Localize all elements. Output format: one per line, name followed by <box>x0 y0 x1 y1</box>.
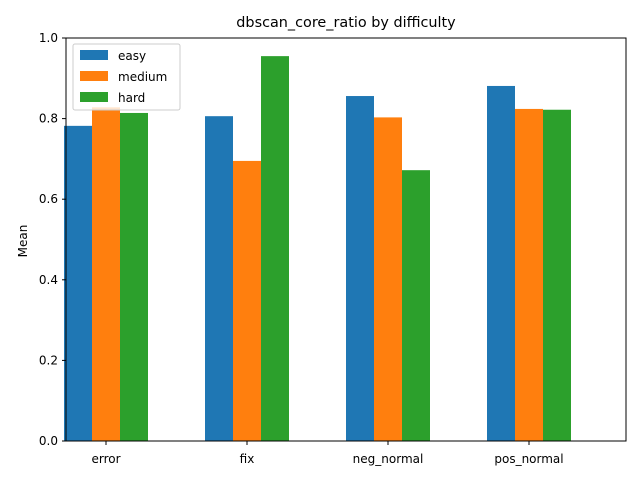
x-tick-label: fix <box>240 452 255 466</box>
bar-hard-pos_normal <box>543 109 571 441</box>
y-tick-label: 0.4 <box>39 273 58 287</box>
bar-hard-fix <box>261 56 289 441</box>
bar-easy-pos_normal <box>487 85 515 441</box>
plot-frame <box>65 37 627 442</box>
y-axis-label: Mean <box>16 225 30 258</box>
y-tick-label: 1.0 <box>39 31 58 45</box>
bars-group <box>64 56 571 442</box>
bar-medium-error <box>92 107 120 441</box>
y-tick-label: 0.2 <box>39 353 58 367</box>
legend-swatch-easy <box>80 50 108 60</box>
x-tick-label: pos_normal <box>494 452 563 466</box>
x-tick-label: error <box>91 452 120 466</box>
bar-medium-pos_normal <box>515 108 543 441</box>
y-tick-label: 0.0 <box>39 434 58 448</box>
legend-swatch-medium <box>80 71 108 81</box>
bar-easy-neg_normal <box>346 96 374 442</box>
bar-hard-neg_normal <box>402 170 430 441</box>
bar-easy-fix <box>205 116 233 441</box>
legend-label-medium: medium <box>118 70 167 84</box>
legend-label-hard: hard <box>118 91 145 105</box>
legend-label-easy: easy <box>118 49 146 63</box>
legend: easy medium hard <box>72 43 181 111</box>
y-tick-label: 0.8 <box>39 112 58 126</box>
x-ticks-group: error fix neg_normal pos_normal <box>91 441 564 466</box>
legend-swatch-hard <box>80 92 108 102</box>
chart-title: dbscan_core_ratio by difficulty <box>236 15 456 31</box>
bar-hard-error <box>120 112 148 441</box>
bar-medium-neg_normal <box>374 117 402 442</box>
y-ticks-group: 0.0 0.2 0.4 0.6 0.8 1.0 <box>39 31 66 448</box>
x-tick-label: neg_normal <box>353 452 424 466</box>
bar-easy-error <box>64 125 92 441</box>
y-tick-label: 0.6 <box>39 192 58 206</box>
bar-medium-fix <box>233 160 261 442</box>
